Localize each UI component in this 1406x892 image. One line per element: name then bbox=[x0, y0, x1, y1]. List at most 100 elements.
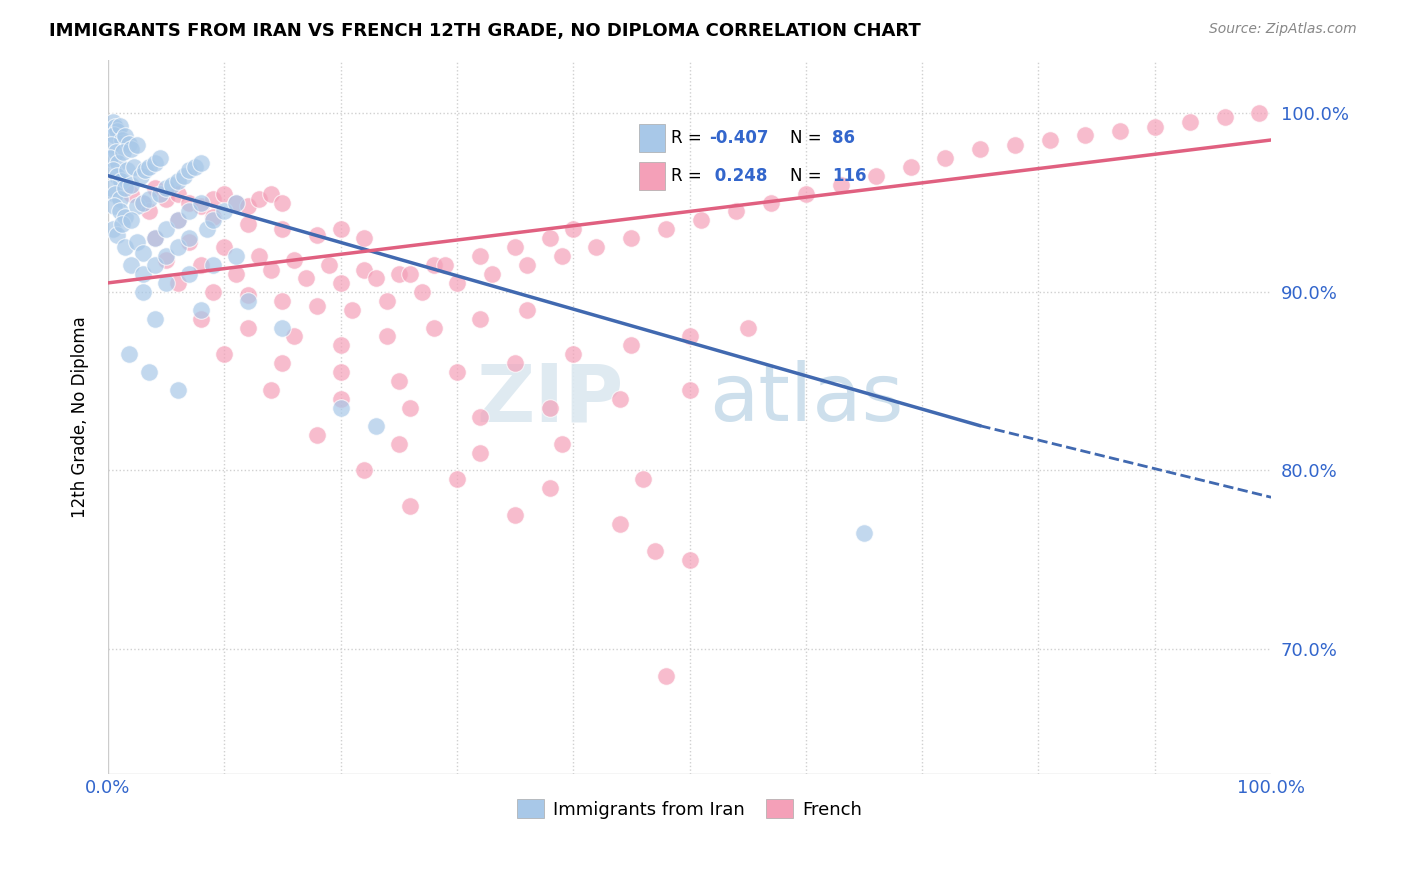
Point bbox=[143, 311, 166, 326]
Point bbox=[166, 383, 188, 397]
Point bbox=[470, 445, 492, 459]
Point bbox=[100, 181, 122, 195]
Point bbox=[132, 245, 155, 260]
Point bbox=[122, 160, 145, 174]
Point bbox=[120, 186, 142, 201]
Point bbox=[101, 115, 124, 129]
Point bbox=[114, 181, 136, 195]
Point bbox=[120, 213, 142, 227]
Point bbox=[725, 204, 748, 219]
Point bbox=[173, 169, 195, 183]
Point bbox=[399, 267, 422, 281]
Point bbox=[166, 276, 188, 290]
Point bbox=[184, 160, 207, 174]
Point bbox=[1004, 138, 1026, 153]
Text: Source: ZipAtlas.com: Source: ZipAtlas.com bbox=[1209, 22, 1357, 37]
Point bbox=[120, 178, 142, 192]
Point bbox=[214, 204, 236, 219]
Point bbox=[160, 178, 183, 192]
Point bbox=[225, 249, 247, 263]
Point bbox=[114, 240, 136, 254]
Point bbox=[101, 163, 124, 178]
Point bbox=[201, 213, 224, 227]
Point bbox=[364, 270, 387, 285]
Point bbox=[516, 302, 538, 317]
Point bbox=[678, 329, 700, 343]
Point bbox=[166, 240, 188, 254]
Point bbox=[375, 293, 398, 308]
Point bbox=[388, 267, 411, 281]
Point bbox=[134, 163, 156, 178]
Point bbox=[678, 383, 700, 397]
Point bbox=[516, 258, 538, 272]
Point bbox=[1178, 115, 1201, 129]
Point bbox=[166, 213, 188, 227]
Point bbox=[271, 195, 294, 210]
Point bbox=[166, 186, 188, 201]
Point bbox=[1109, 124, 1132, 138]
Point bbox=[446, 472, 468, 486]
Point bbox=[364, 418, 387, 433]
Point bbox=[111, 217, 134, 231]
Text: 116: 116 bbox=[832, 167, 866, 185]
Point bbox=[105, 145, 128, 160]
Point bbox=[388, 436, 411, 450]
Point bbox=[446, 276, 468, 290]
Point bbox=[247, 249, 270, 263]
Point bbox=[294, 270, 316, 285]
Point bbox=[329, 338, 352, 352]
Point bbox=[934, 151, 956, 165]
Point bbox=[103, 199, 125, 213]
Point bbox=[353, 263, 375, 277]
Point bbox=[644, 544, 666, 558]
Point bbox=[503, 240, 526, 254]
Point bbox=[190, 195, 212, 210]
Point bbox=[481, 267, 503, 281]
Point bbox=[143, 258, 166, 272]
Point bbox=[375, 329, 398, 343]
Point bbox=[143, 181, 166, 195]
Point bbox=[118, 136, 141, 151]
Point bbox=[103, 128, 125, 142]
Point bbox=[143, 231, 166, 245]
Point bbox=[353, 231, 375, 245]
Point bbox=[470, 249, 492, 263]
Point bbox=[794, 186, 817, 201]
Text: IMMIGRANTS FROM IRAN VS FRENCH 12TH GRADE, NO DIPLOMA CORRELATION CHART: IMMIGRANTS FROM IRAN VS FRENCH 12TH GRAD… bbox=[49, 22, 921, 40]
Point bbox=[179, 163, 201, 178]
Point bbox=[155, 249, 177, 263]
Point bbox=[969, 142, 991, 156]
Point bbox=[247, 192, 270, 206]
Point bbox=[118, 347, 141, 361]
Point bbox=[260, 383, 283, 397]
Point bbox=[538, 481, 561, 495]
Point bbox=[98, 151, 121, 165]
Point bbox=[562, 347, 585, 361]
Point bbox=[138, 160, 160, 174]
Point bbox=[655, 222, 678, 236]
Text: R =: R = bbox=[671, 167, 707, 185]
Point bbox=[260, 186, 283, 201]
Point bbox=[830, 178, 852, 192]
Point bbox=[470, 409, 492, 424]
Point bbox=[155, 192, 177, 206]
Point bbox=[114, 129, 136, 144]
Text: -0.407: -0.407 bbox=[709, 128, 769, 147]
Point bbox=[585, 240, 607, 254]
Point bbox=[132, 195, 155, 210]
Point bbox=[329, 365, 352, 379]
Point bbox=[329, 401, 352, 415]
Text: atlas: atlas bbox=[709, 360, 903, 438]
Point bbox=[166, 213, 188, 227]
Point bbox=[538, 231, 561, 245]
Point bbox=[201, 192, 224, 206]
Point bbox=[104, 186, 127, 201]
Point bbox=[470, 311, 492, 326]
Point bbox=[108, 119, 131, 133]
Point bbox=[307, 427, 329, 442]
Point bbox=[105, 124, 128, 138]
Point bbox=[329, 276, 352, 290]
Point bbox=[271, 356, 294, 370]
Point bbox=[108, 192, 131, 206]
Point bbox=[125, 199, 148, 213]
